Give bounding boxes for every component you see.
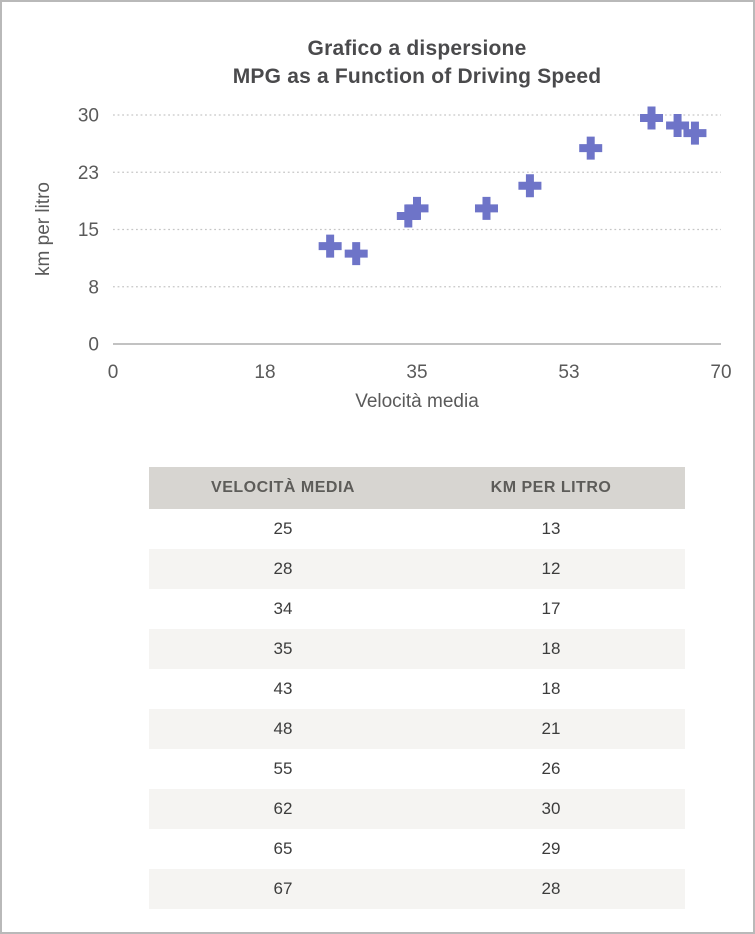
table-header-row: VELOCITÀ MEDIA KM PER LITRO <box>149 467 685 509</box>
cell-kml: 21 <box>417 709 685 749</box>
cell-speed: 67 <box>149 869 417 909</box>
table-row: 35 18 <box>149 629 685 669</box>
cell-speed: 55 <box>149 749 417 789</box>
scatter-point <box>666 114 690 138</box>
table-row: 62 30 <box>149 789 685 829</box>
table-header-kml: KM PER LITRO <box>417 467 685 509</box>
x-tick-label: 35 <box>406 362 427 383</box>
cell-kml: 18 <box>417 629 685 669</box>
data-table: VELOCITÀ MEDIA KM PER LITRO 25 13 28 12 34… <box>149 467 685 909</box>
cell-kml: 26 <box>417 749 685 789</box>
y-axis-title: km per litro <box>33 182 54 276</box>
cell-speed: 35 <box>149 629 417 669</box>
cell-kml: 29 <box>417 829 685 869</box>
chart-title: Grafico a dispersione MPG as a Function … <box>113 35 721 91</box>
scatter-point <box>405 196 429 220</box>
scatter-point <box>474 196 498 220</box>
cell-kml: 13 <box>417 509 685 549</box>
x-tick-label: 0 <box>108 362 119 383</box>
chart-title-line1: Grafico a dispersione <box>307 37 527 60</box>
cell-speed: 34 <box>149 589 417 629</box>
x-axis-title: Velocità media <box>355 391 479 412</box>
x-tick-label: 18 <box>254 362 275 383</box>
table-row: 28 12 <box>149 549 685 589</box>
x-tick-label: 53 <box>558 362 579 383</box>
y-tick-label: 23 <box>78 163 99 184</box>
scatter-point <box>318 234 342 258</box>
scatter-point <box>579 136 603 160</box>
cell-speed: 65 <box>149 829 417 869</box>
table-row: 34 17 <box>149 589 685 629</box>
scatter-point <box>683 121 707 145</box>
y-tick-label: 30 <box>78 106 99 127</box>
table-row: 48 21 <box>149 709 685 749</box>
cell-speed: 48 <box>149 709 417 749</box>
x-tick-label: 70 <box>710 362 731 383</box>
cell-kml: 28 <box>417 869 685 909</box>
cell-speed: 25 <box>149 509 417 549</box>
table-row: 67 28 <box>149 869 685 909</box>
y-tick-label: 0 <box>88 335 99 356</box>
table-row: 55 26 <box>149 749 685 789</box>
scatter-point <box>344 242 368 266</box>
y-tick-label: 15 <box>78 220 99 241</box>
table-row: 43 18 <box>149 669 685 709</box>
table-row: 25 13 <box>149 509 685 549</box>
table-header-speed: VELOCITÀ MEDIA <box>149 467 417 509</box>
cell-kml: 30 <box>417 789 685 829</box>
scatter-point <box>518 174 542 198</box>
chart-title-line2: MPG as a Function of Driving Speed <box>232 65 602 88</box>
cell-kml: 12 <box>417 549 685 589</box>
y-tick-label: 8 <box>88 277 99 298</box>
scatter-point <box>396 204 420 228</box>
scatter-chart: 0 8 15 23 30 0 18 35 53 70 <box>78 106 732 384</box>
cell-speed: 43 <box>149 669 417 709</box>
table-row: 65 29 <box>149 829 685 869</box>
cell-kml: 17 <box>417 589 685 629</box>
cell-speed: 62 <box>149 789 417 829</box>
cell-speed: 28 <box>149 549 417 589</box>
scatter-point <box>640 106 664 130</box>
cell-kml: 18 <box>417 669 685 709</box>
